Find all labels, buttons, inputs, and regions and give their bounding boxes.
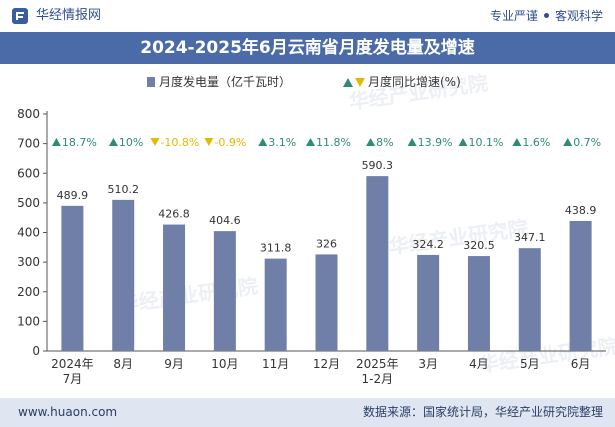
y-tick-label: 200 — [17, 285, 40, 299]
x-tick-label: 6月 — [571, 357, 591, 371]
bar-value-label: 489.9 — [57, 189, 89, 202]
y-tick-label: 700 — [17, 137, 40, 151]
bar-value-label: 311.8 — [260, 242, 292, 255]
tagline-dot-icon — [543, 13, 549, 18]
up-triangle-icon — [366, 138, 376, 146]
up-triangle-icon — [407, 138, 417, 146]
up-triangle-icon — [258, 138, 268, 146]
footer-website-link[interactable]: www.huaon.com — [18, 405, 118, 419]
x-tick-label: 10月 — [211, 357, 238, 371]
up-triangle-icon — [51, 138, 61, 146]
up-triangle-icon — [512, 138, 522, 146]
y-tick-label: 0 — [32, 344, 40, 358]
growth-value-label: 0.7% — [573, 136, 601, 149]
tagline: 专业严谨 客观科学 — [490, 7, 603, 25]
up-triangle-icon — [458, 138, 468, 146]
bar-value-label: 404.6 — [209, 214, 241, 227]
bar-value-label: 438.9 — [565, 204, 597, 217]
bar-value-labels: 489.9 510.2 426.8 404.6 311.8 326 590.3 324.2 32… — [57, 159, 597, 255]
bar-value-label: 590.3 — [362, 159, 394, 172]
x-tick-label: 12月 — [313, 357, 340, 371]
growth-value-label: 18.7% — [62, 136, 97, 149]
bar-value-label: 347.1 — [514, 231, 546, 244]
bar — [518, 248, 541, 351]
growth-value-label: 3.1% — [268, 136, 296, 149]
x-tick-label: 7月 — [63, 372, 83, 386]
x-tick-label: 9月 — [164, 357, 184, 371]
footer-source: 数据来源：国家统计局，华经产业研究院整理 — [362, 405, 603, 419]
logo-icon — [12, 8, 28, 24]
y-axis: 0 100 200 300 400 500 600 700 800 — [17, 107, 606, 358]
bar-value-label: 324.2 — [412, 238, 444, 251]
x-tick-label: 8月 — [113, 357, 133, 371]
header-bar: 华经情报网 专业严谨 客观科学 — [0, 0, 615, 32]
y-tick-label: 100 — [17, 314, 40, 328]
y-tick-label: 800 — [17, 107, 40, 121]
up-triangle-icon — [563, 138, 573, 146]
x-tick-label: 5月 — [520, 357, 540, 371]
bar-value-label: 320.5 — [463, 239, 495, 252]
bars — [61, 176, 592, 351]
chart-legend: 月度发电量（亿千瓦时） 月度同比增速(%) — [147, 74, 461, 89]
footer-bar: www.huaon.com 数据来源：国家统计局，华经产业研究院整理 — [0, 398, 615, 427]
legend-bar-swatch — [147, 77, 155, 87]
watermark-text: 华经产业研究院 — [117, 274, 259, 317]
down-triangle-icon — [150, 138, 160, 146]
growth-value-label: -10.8% — [160, 136, 199, 149]
bar — [61, 205, 84, 351]
x-tick-label: 11月 — [262, 357, 289, 371]
watermark-text: 华经产业研究院 — [387, 216, 529, 259]
bar — [112, 199, 135, 351]
x-tick-label: 2024年 — [51, 357, 94, 371]
bar — [417, 254, 440, 351]
growth-value-label: 13.9% — [418, 136, 453, 149]
growth-value-label: 10% — [119, 136, 143, 149]
tagline-right: 客观科学 — [554, 9, 603, 23]
chart-title: 2024-2025年6月云南省月度发电量及增速 — [140, 38, 475, 58]
x-tick-label: 4月 — [469, 357, 489, 371]
legend-bar-label: 月度发电量（亿千瓦时） — [159, 74, 291, 89]
bar — [467, 256, 490, 351]
y-tick-label: 300 — [17, 255, 40, 269]
bar — [569, 220, 592, 351]
y-tick-label: 400 — [17, 226, 40, 240]
up-triangle-icon — [108, 138, 118, 146]
legend-up-triangle-icon — [343, 78, 353, 87]
growth-value-label: 11.8% — [316, 136, 351, 149]
tagline-left: 专业严谨 — [489, 9, 538, 23]
growth-value-label: 10.1% — [468, 136, 503, 149]
growth-markers: 18.7% 10% -10.8% -0.9% 3.1% 11.8% 8% 13.9% 10.1%… — [51, 136, 601, 149]
bar-value-label: 510.2 — [107, 183, 139, 196]
bar-value-label: 326 — [316, 237, 337, 250]
down-triangle-icon — [204, 138, 214, 146]
x-tick-label: 1-2月 — [362, 372, 394, 386]
bar — [315, 254, 338, 351]
growth-value-label: -0.9% — [214, 136, 246, 149]
bar — [264, 258, 287, 351]
watermark-text: 华经产业研究院 — [477, 334, 615, 377]
x-tick-label: 3月 — [418, 357, 438, 371]
y-tick-label: 600 — [17, 166, 40, 180]
legend-growth-label: 月度同比增速(%) — [368, 74, 461, 89]
huajing-logo[interactable]: 华经情报网 — [12, 7, 112, 25]
title-bar: 2024-2025年6月云南省月度发电量及增速 — [0, 32, 615, 64]
y-tick-label: 500 — [17, 196, 40, 210]
growth-value-label: 1.6% — [522, 136, 550, 149]
growth-value-label: 8% — [376, 136, 393, 149]
legend-down-triangle-icon — [355, 78, 365, 87]
bar — [163, 224, 186, 351]
logo-text: 华经情报网 — [36, 8, 102, 23]
bar-value-label: 426.8 — [158, 208, 190, 221]
bar — [213, 231, 236, 351]
bar — [366, 176, 389, 351]
x-tick-label: 2025年 — [356, 357, 399, 371]
up-triangle-icon — [306, 138, 315, 146]
